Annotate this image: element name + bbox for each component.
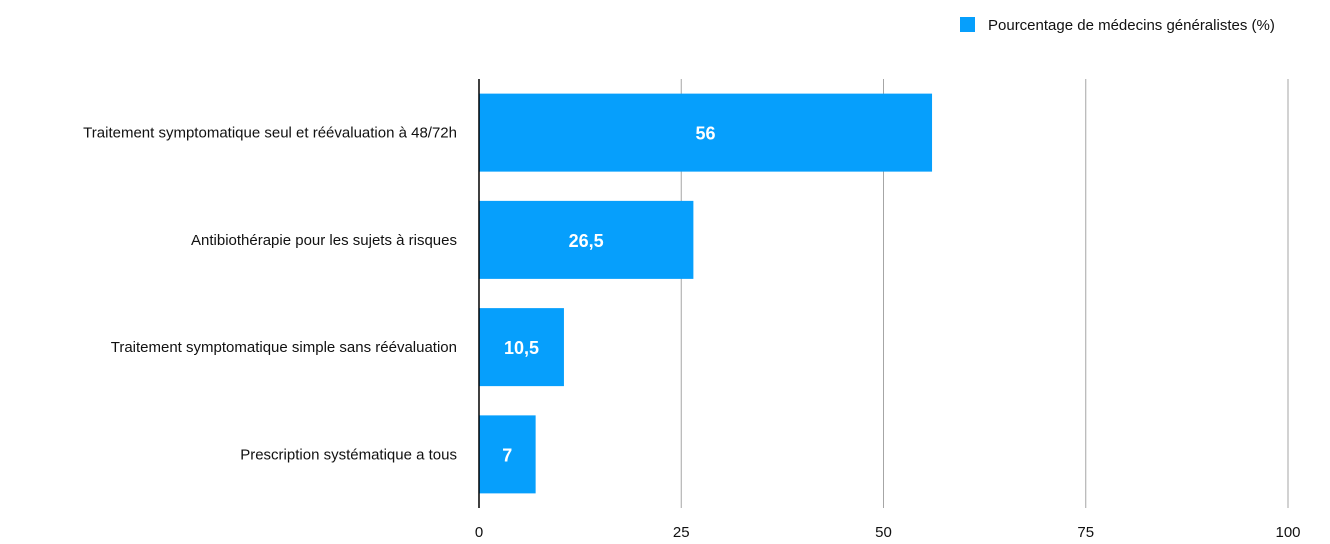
category-label-3: Prescription systématique a tous — [240, 446, 457, 463]
category-label-0: Traitement symptomatique seul et réévalu… — [83, 125, 457, 142]
x-tick-label-0: 0 — [475, 524, 483, 541]
legend: Pourcentage de médecins généralistes (%) — [960, 17, 1275, 34]
bars: 56 26,5 10,5 7 — [479, 93, 933, 494]
bar-2 — [479, 308, 564, 387]
data-label-0: 56 — [696, 124, 716, 144]
legend-swatch — [960, 17, 975, 32]
x-tick-label-1: 25 — [673, 524, 690, 541]
x-tick-label-3: 75 — [1077, 524, 1094, 541]
category-label-2: Traitement symptomatique simple sans réé… — [111, 339, 457, 356]
x-tick-label-2: 50 — [875, 524, 892, 541]
bar-0 — [479, 93, 933, 172]
data-label-2: 10,5 — [504, 338, 539, 358]
category-label-1: Antibiothérapie pour les sujets à risque… — [191, 232, 457, 249]
x-tick-label-4: 100 — [1275, 524, 1300, 541]
category-labels: Traitement symptomatique seul et réévalu… — [83, 125, 457, 464]
x-axis-tick-labels: 0 25 50 75 100 — [475, 524, 1301, 541]
bar-1 — [479, 200, 694, 279]
data-label-3: 7 — [502, 445, 512, 465]
data-label-1: 26,5 — [569, 231, 604, 251]
legend-label: Pourcentage de médecins généralistes (%) — [988, 17, 1275, 34]
bar-3 — [479, 415, 536, 494]
